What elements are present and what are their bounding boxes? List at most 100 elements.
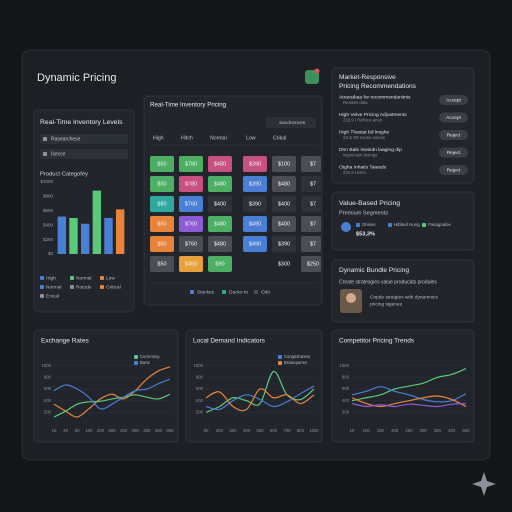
price-tile[interactable] (150, 156, 174, 172)
price-tile[interactable] (179, 176, 203, 192)
input-icon (43, 137, 47, 141)
x-tick-label: 300 (229, 428, 237, 433)
action-label: Reject (447, 132, 461, 138)
bar (115, 209, 125, 254)
price-text: $480 (214, 181, 226, 187)
legend-swatch (278, 355, 282, 359)
price-tile[interactable] (150, 176, 174, 192)
price-text: $400 (278, 221, 290, 227)
action-button[interactable] (439, 165, 468, 175)
price-tile[interactable] (179, 256, 203, 272)
panel (33, 109, 135, 313)
y-tick-label: $400 (43, 222, 54, 227)
panel (143, 95, 323, 306)
price-tile[interactable] (208, 156, 232, 172)
action-button[interactable] (439, 95, 468, 105)
price-text: $760 (185, 221, 197, 227)
price-text: $490 (249, 241, 261, 247)
price-text: $780 (185, 161, 197, 167)
legend-label: Onsive (362, 222, 376, 227)
price-tile[interactable] (208, 256, 232, 272)
legend-label: Rotude (76, 284, 92, 290)
y-tick-label: 400 (342, 398, 350, 403)
price-tile[interactable] (243, 176, 267, 192)
price-tile[interactable] (179, 236, 203, 252)
price-tile[interactable] (208, 216, 232, 232)
price-text: $480 (278, 181, 290, 187)
x-tick-label: 150 (377, 428, 385, 433)
input-text: Rasearchese (51, 136, 81, 142)
legend-swatch (100, 276, 104, 280)
panel (331, 329, 475, 443)
panel (331, 191, 475, 251)
price-tile[interactable] (272, 236, 296, 252)
x-tick-label: 10 (350, 428, 355, 433)
item-subtitle: Isigrement Instrigs (343, 153, 377, 158)
x-tick-label: 700 (283, 428, 291, 433)
column-header: Normal (210, 135, 227, 141)
legend-label: Stackes (197, 289, 215, 295)
y-tick-label: $600 (43, 208, 54, 213)
y-tick-label: 800 (342, 374, 350, 379)
price-tile[interactable] (150, 196, 174, 212)
price-tile[interactable] (150, 216, 174, 232)
bar (80, 223, 90, 254)
price-tile[interactable] (179, 156, 203, 172)
legend-swatch (134, 361, 138, 365)
input[interactable] (40, 134, 128, 144)
segment-value: $53,3% (356, 231, 375, 237)
price-tile[interactable] (150, 256, 174, 272)
x-tick-label: 200 (216, 428, 224, 433)
item-title: High Thastat bd lnsghe (339, 129, 389, 135)
price-text: $390 (249, 161, 261, 167)
price-tile[interactable] (179, 216, 203, 232)
price-tile[interactable] (208, 236, 232, 252)
action-label: Reject (447, 167, 461, 173)
price-tile[interactable] (272, 216, 296, 232)
column-header: Hitch (181, 135, 193, 141)
price-tile[interactable] (301, 256, 321, 272)
y-tick-label: 1000 (193, 363, 203, 368)
price-tile[interactable] (272, 176, 296, 192)
price-tile[interactable] (301, 196, 321, 212)
action-button[interactable] (439, 130, 468, 140)
x-tick-label: 100 (363, 428, 371, 433)
input[interactable] (40, 149, 128, 159)
panel-title: Value-Based Pricing (339, 200, 400, 207)
price-tile[interactable] (272, 156, 296, 172)
column-header: Low (246, 135, 256, 141)
price-tile[interactable] (208, 176, 232, 192)
price-tile[interactable] (272, 196, 296, 212)
action-button[interactable] (439, 112, 468, 123)
price-tile[interactable] (301, 156, 321, 172)
avatar-icon[interactable] (305, 70, 319, 84)
y-tick-label: 800 (44, 374, 52, 379)
dropdown[interactable] (266, 117, 316, 128)
line-series (351, 395, 467, 408)
price-text: $80 (157, 201, 166, 207)
price-tile[interactable] (301, 176, 321, 192)
legend-swatch (422, 223, 426, 227)
price-tile[interactable] (208, 196, 232, 212)
legend-swatch (100, 285, 104, 289)
price-tile[interactable] (301, 216, 321, 232)
price-tile[interactable] (243, 236, 267, 252)
price-tile[interactable] (243, 196, 267, 212)
x-tick-label: 10 (52, 428, 57, 433)
x-tick-label: 600 (270, 428, 278, 433)
price-tile[interactable] (243, 216, 267, 232)
panel-title: Pricing Recommendations (339, 83, 417, 90)
price-text: $390 (249, 181, 261, 187)
price-tile[interactable] (243, 156, 267, 172)
bar (104, 218, 113, 254)
price-tile[interactable] (179, 196, 203, 212)
price-text: $100 (278, 161, 290, 167)
y-tick-label: $0 (48, 251, 54, 256)
action-button[interactable] (439, 147, 468, 158)
x-tick-label: 50 (75, 428, 80, 433)
x-tick-label: 250 (405, 428, 413, 433)
price-tile[interactable] (150, 236, 174, 252)
price-tile[interactable] (301, 236, 321, 252)
y-tick-label: $800 (43, 194, 54, 199)
